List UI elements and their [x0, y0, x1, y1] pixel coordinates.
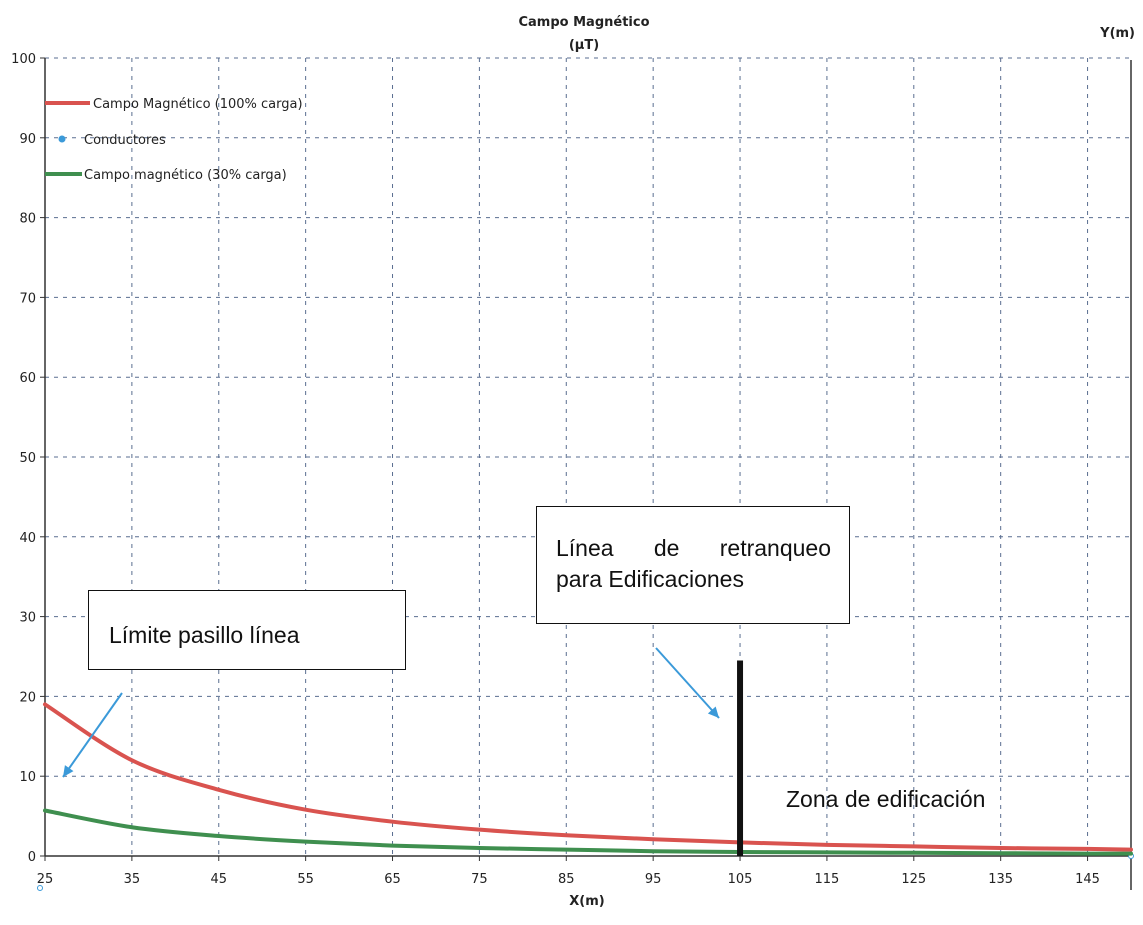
- series-line-2: [43, 808, 1133, 856]
- arrow-retranqueo-head: [707, 706, 719, 718]
- axes: [37, 57, 1134, 891]
- y-tick-label: 50: [19, 451, 36, 466]
- y-tick-label: 20: [19, 690, 36, 705]
- series-lines: [43, 702, 1133, 856]
- x-tick-label: 125: [901, 872, 926, 887]
- arrow-limite-head: [63, 765, 74, 777]
- retranqueo-word-3: retranqueo: [719, 535, 831, 561]
- legend: Campo Magnético (100% carga) Conductores…: [45, 97, 303, 183]
- annotation-retranqueo-line2: para Edificaciones: [556, 566, 744, 592]
- y-tick-labels: 0 10 20 30 40 50 60 70 80 90 100: [11, 52, 36, 865]
- arrow-retranqueo: [655, 647, 720, 719]
- annotation-zona-edificacion: Zona de edificación: [786, 786, 986, 812]
- legend-label-30: Campo magnético (30% carga): [84, 168, 287, 183]
- legend-swatch-conductores: [58, 135, 66, 143]
- x-tick-label: 65: [384, 872, 401, 887]
- series-line-0: [43, 702, 1133, 852]
- y-tick-label: 30: [19, 611, 36, 626]
- annotation-limite-text: Límite pasillo línea: [109, 622, 300, 648]
- x-tick-label: 25: [37, 872, 54, 887]
- x-tick-label: 105: [728, 872, 753, 887]
- x-axis-title: X(m): [569, 894, 604, 909]
- x-tick-label: 45: [210, 872, 227, 887]
- y-tick-label: 90: [19, 132, 36, 147]
- x-tick-label: 85: [558, 872, 575, 887]
- annotation-retranqueo-line1: Línea de retranqueo: [556, 533, 831, 564]
- x-tick-label: 145: [1075, 872, 1100, 887]
- annotation-linea-retranqueo: Línea de retranqueo para Edificaciones: [536, 506, 850, 624]
- y-tick-label: 60: [19, 371, 36, 386]
- y-tick-label: 100: [11, 52, 36, 67]
- y-tick-label: 10: [19, 770, 36, 785]
- x-tick-label: 115: [815, 872, 840, 887]
- x-tick-label: 135: [988, 872, 1013, 887]
- y-tick-label: 70: [19, 291, 36, 306]
- annotation-arrows: [62, 647, 720, 778]
- legend-label-conductores: Conductores: [84, 133, 166, 148]
- x-tick-labels: 25 35 45 55 65 75 85 95 105 115 125 135 145: [37, 872, 1100, 887]
- y-axis-title: Y(m): [1099, 26, 1135, 41]
- chart-subtitle: (µT): [569, 38, 599, 53]
- axis-corner-marker: [37, 885, 43, 891]
- arrow-limite: [62, 692, 123, 778]
- x-tick-label: 75: [471, 872, 488, 887]
- retranqueo-word-1: Línea: [556, 535, 614, 561]
- x-tick-label: 95: [645, 872, 662, 887]
- annotation-limite-pasillo: Límite pasillo línea: [88, 590, 406, 670]
- y-tick-label: 40: [19, 531, 36, 546]
- legend-label-100: Campo Magnético (100% carga): [93, 97, 303, 112]
- chart-title: Campo Magnético: [518, 15, 649, 30]
- y-tick-label: 80: [19, 212, 36, 227]
- retranqueo-word-2: de: [653, 535, 680, 561]
- x-tick-label: 35: [124, 872, 141, 887]
- x-tick-label: 55: [297, 872, 314, 887]
- y-tick-label: 0: [28, 850, 36, 865]
